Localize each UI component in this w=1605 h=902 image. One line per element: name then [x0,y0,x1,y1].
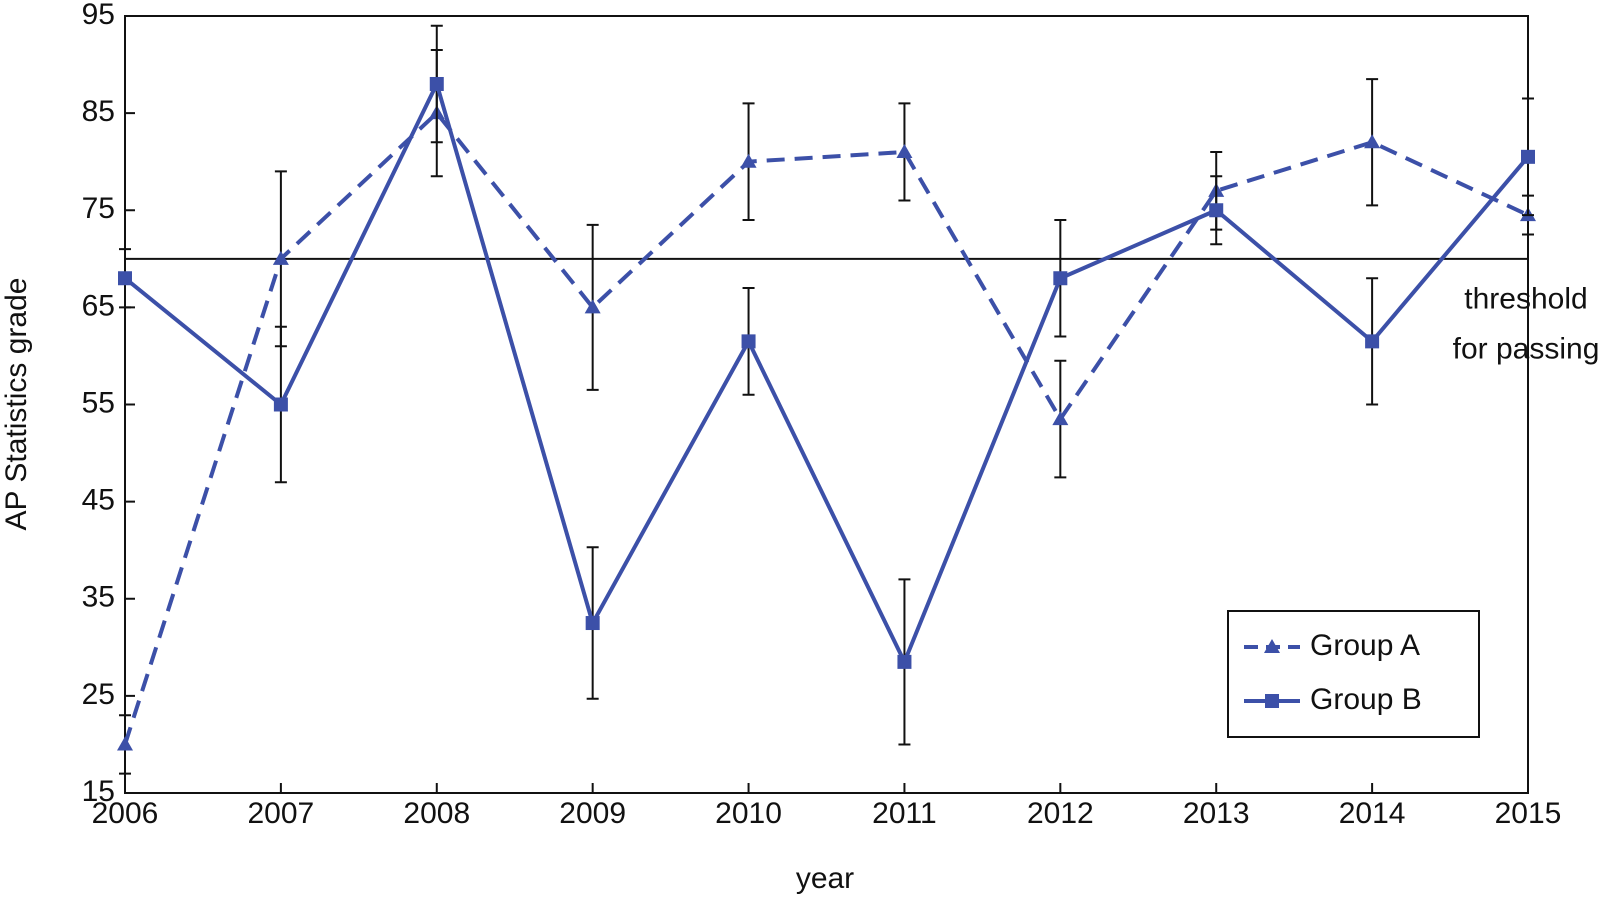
legend-label: Group A [1310,629,1420,662]
legend-marker [1264,639,1280,653]
x-tick-label: 2008 [403,797,470,830]
marker [1052,411,1069,426]
x-tick-label: 2013 [1183,797,1250,830]
marker [1521,149,1535,164]
y-tick-label: 95 [82,0,115,31]
x-tick-label: 2007 [248,797,315,830]
x-axis-label: year [796,862,854,895]
x-tick-label: 2006 [92,797,159,830]
y-tick-label: 15 [82,775,115,808]
x-tick-label: 2014 [1339,797,1406,830]
marker [585,616,600,631]
series-line [123,110,1529,746]
marker [273,397,288,412]
x-tick-label: 2011 [872,797,937,830]
marker [1364,134,1381,149]
marker [118,271,132,286]
y-tick-label: 35 [82,581,115,614]
y-tick-label: 75 [82,192,115,225]
y-axis-label: AP Statistics grade [0,278,33,531]
x-tick-label: 2012 [1027,797,1094,830]
annotation: for passing [1453,333,1600,366]
marker [897,654,912,669]
x-tick-label: 2009 [559,797,626,830]
marker [740,153,757,168]
legend-marker [1265,694,1279,708]
marker [1365,334,1380,349]
marker [896,143,913,158]
y-tick-label: 45 [82,484,115,517]
annotation: threshold [1464,283,1587,316]
legend-box [1227,610,1480,738]
marker [117,736,133,751]
y-tick-label: 55 [82,386,115,419]
y-tick-label: 25 [82,678,115,711]
marker [1053,271,1068,286]
marker [429,76,444,91]
marker [741,334,756,349]
marker [584,299,601,314]
marker [272,250,289,265]
x-tick-label: 2010 [715,797,782,830]
legend-label: Group B [1310,683,1422,716]
y-tick-label: 85 [82,95,115,128]
y-tick-label: 65 [82,289,115,322]
series-line [123,78,1530,667]
marker [1209,203,1224,218]
x-tick-label: 2015 [1495,797,1562,830]
